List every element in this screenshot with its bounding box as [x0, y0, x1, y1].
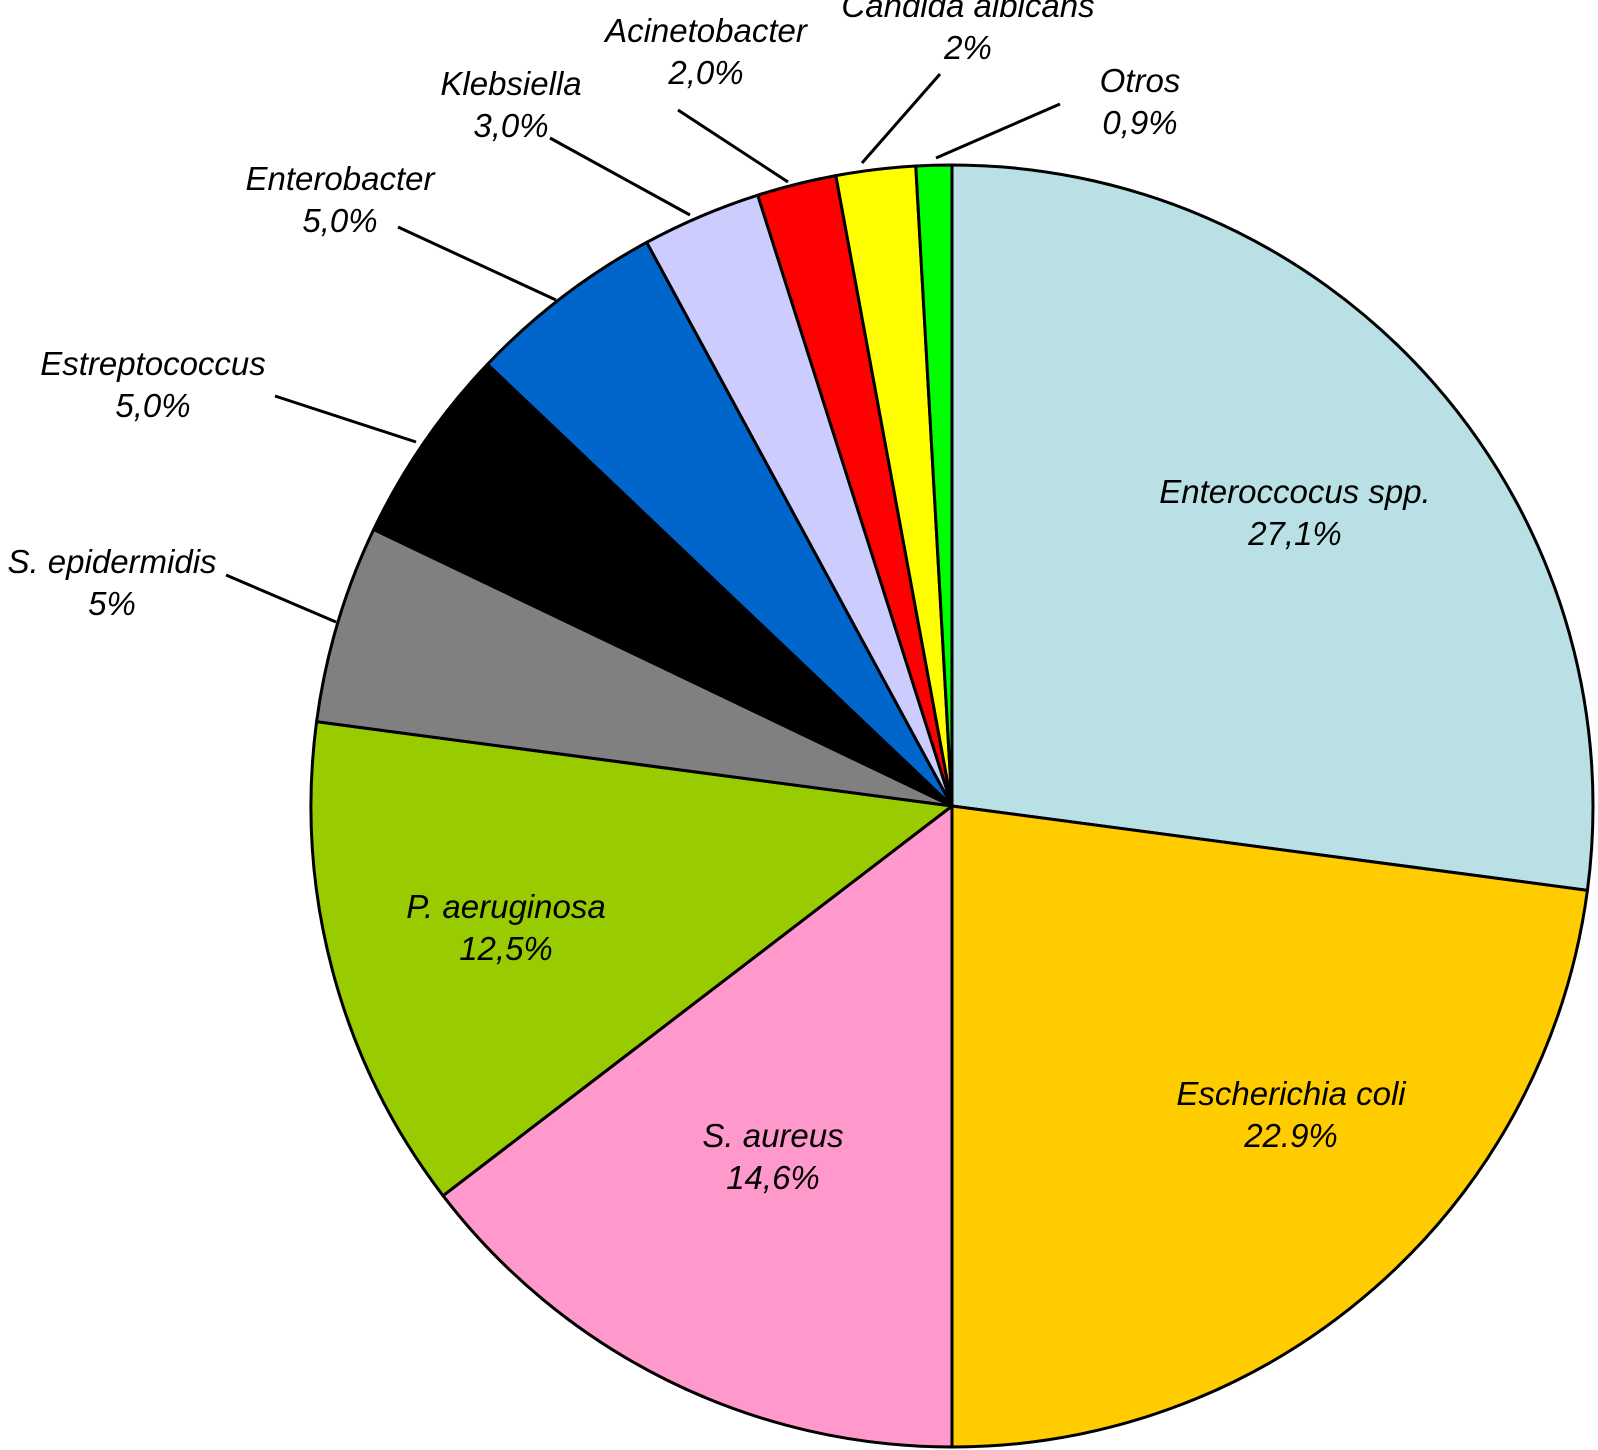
slice-value-s-epidermidis: 5% — [88, 585, 136, 622]
pie-slice-enterobacter — [486, 240, 954, 808]
slice-label-p-aeruginosa: P. aeruginosa — [406, 888, 605, 925]
slice-label-estreptococcus: Estreptococcus — [40, 345, 266, 382]
pie-labels: Enteroccocus spp. 27,1% Escherichia coli 22… — [7, 0, 1430, 1196]
slice-value-enterobacter: 5,0% — [302, 202, 377, 239]
leader-lines — [225, 73, 1061, 624]
leader-line-klebsiella — [549, 136, 691, 217]
pie-slice-p-aeruginosa — [309, 720, 954, 1198]
slice-value-otros: 0,9% — [1102, 104, 1177, 141]
slice-value-p-aeruginosa: 12,5% — [459, 930, 553, 967]
leader-line-enterobacter — [397, 225, 557, 302]
slice-value-klebsiella: 3,0% — [473, 107, 548, 144]
pie-slice-enteroccocus-spp — [950, 163, 1595, 892]
leader-line-acinetobacter — [677, 108, 789, 184]
leader-line-candida-albicans — [860, 73, 942, 164]
slice-value-enteroccocus-spp: 27,1% — [1247, 515, 1342, 552]
slice-label-enteroccocus-spp: Enteroccocus spp. — [1159, 473, 1430, 510]
slice-label-enterobacter: Enterobacter — [246, 160, 437, 197]
slice-label-escherichia-coli: Escherichia coli — [1176, 1075, 1407, 1112]
slice-value-s-aureus: 14,6% — [726, 1159, 820, 1196]
slice-label-s-aureus: S. aureus — [702, 1117, 843, 1154]
slice-label-klebsiella: Klebsiella — [440, 65, 581, 102]
slice-label-otros: Otros — [1100, 62, 1181, 99]
pie-slices — [309, 163, 1595, 1449]
slice-value-escherichia-coli: 22.9% — [1243, 1117, 1338, 1154]
pie-slice-s-aureus — [441, 804, 954, 1449]
pie-slice-s-epidermidis — [315, 527, 954, 808]
slice-value-estreptococcus: 5,0% — [115, 387, 190, 424]
slice-value-candida-albicans: 2% — [943, 29, 992, 66]
slice-label-candida-albicans: Candida albicans — [841, 0, 1094, 24]
pie-slice-escherichia-coli — [950, 804, 1589, 1449]
leader-line-s-epidermidis — [225, 573, 337, 624]
slice-label-acinetobacter: Acinetobacter — [603, 12, 809, 49]
slice-value-acinetobacter: 2,0% — [667, 54, 743, 91]
slice-label-s-epidermidis: S. epidermidis — [7, 543, 216, 580]
pie-slice-otros — [914, 163, 954, 808]
leader-line-otros — [935, 102, 1061, 160]
pie-slice-estreptococcus — [372, 362, 954, 808]
leader-line-estreptococcus — [274, 394, 417, 444]
